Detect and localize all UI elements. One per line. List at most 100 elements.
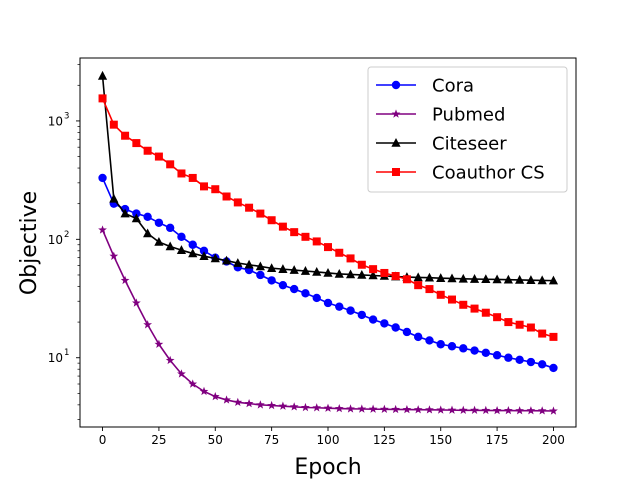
data-point-citeseer: [492, 274, 502, 284]
data-point-citeseer: [233, 258, 243, 267]
data-point-citeseer: [289, 265, 299, 274]
data-point-citeseer: [458, 273, 468, 283]
data-point-cora: [413, 332, 423, 342]
data-point-pubmed: [98, 225, 107, 234]
data-point-cora: [459, 344, 468, 353]
data-point-coauthor-cs: [538, 329, 547, 338]
data-point-coauthor-cs: [549, 332, 558, 341]
data-point-citeseer: [323, 267, 333, 277]
data-point-coauthor-cs: [121, 131, 130, 140]
data-point-pubmed: [131, 298, 141, 307]
legend-item-coauthor-cs: Coauthor CS: [376, 163, 545, 184]
data-point-cora: [481, 348, 491, 358]
legend-marker-coauthor-cs: [392, 168, 400, 176]
data-point-coauthor-cs: [324, 243, 332, 252]
data-point-cora: [515, 355, 524, 365]
data-point-coauthor-cs: [335, 248, 344, 257]
x-tick-label: 0: [99, 433, 107, 447]
data-point-pubmed: [391, 404, 401, 414]
data-point-cora: [504, 353, 513, 362]
data-point-pubmed: [154, 339, 164, 348]
data-point-citeseer: [447, 273, 457, 283]
data-point-coauthor-cs: [200, 182, 208, 191]
data-point-cora: [436, 340, 445, 349]
data-point-coauthor-cs: [346, 254, 355, 263]
data-point-pubmed: [492, 405, 502, 415]
data-point-coauthor-cs: [493, 313, 502, 322]
data-point-citeseer: [537, 275, 547, 285]
data-point-coauthor-cs: [481, 308, 490, 317]
data-point-coauthor-cs: [245, 203, 254, 212]
data-point-cora: [470, 346, 479, 355]
data-point-citeseer: [526, 275, 536, 284]
data-point-citeseer: [244, 259, 254, 269]
data-point-cora: [256, 270, 265, 280]
x-axis-ticks: 0 25 50 75 100 125 150 175 200: [99, 427, 565, 447]
data-point-pubmed: [289, 402, 299, 411]
data-point-pubmed: [312, 403, 322, 412]
data-point-pubmed: [222, 395, 231, 404]
data-point-coauthor-cs: [369, 265, 378, 274]
series-line-pubmed: [101, 229, 554, 412]
data-point-coauthor-cs: [290, 228, 299, 237]
data-point-pubmed: [458, 405, 468, 414]
data-point-citeseer: [120, 208, 130, 218]
data-point-cora: [447, 342, 457, 351]
data-point-citeseer: [188, 248, 198, 258]
legend: Cora Pubmed Citeseer Coauthor CS: [367, 66, 568, 193]
data-point-pubmed: [368, 404, 378, 413]
data-point-cora: [98, 173, 107, 183]
data-point-coauthor-cs: [391, 272, 400, 281]
data-point-cora: [154, 218, 164, 227]
data-point-pubmed: [188, 379, 198, 388]
legend-marker-cora: [391, 80, 401, 90]
data-point-pubmed: [379, 404, 389, 413]
series-layer: [97, 70, 559, 415]
data-point-coauthor-cs: [267, 216, 276, 225]
data-point-cora: [267, 276, 276, 285]
data-point-cora: [368, 315, 378, 324]
data-point-citeseer: [503, 274, 513, 284]
x-tick-label: 25: [151, 433, 166, 447]
data-point-citeseer: [357, 269, 367, 279]
data-point-citeseer: [165, 241, 175, 251]
data-point-pubmed: [402, 404, 412, 414]
legend-label-citeseer: Citeseer: [432, 134, 507, 155]
data-point-pubmed: [301, 402, 310, 412]
data-point-cora: [391, 323, 400, 332]
data-point-coauthor-cs: [470, 304, 479, 313]
data-point-citeseer: [424, 272, 435, 282]
legend-item-cora: Cora: [376, 76, 474, 97]
x-tick-label: 150: [429, 433, 452, 447]
data-point-pubmed: [267, 400, 277, 410]
data-point-pubmed: [447, 405, 457, 414]
data-point-pubmed: [413, 405, 423, 414]
data-point-citeseer: [199, 251, 209, 261]
data-point-coauthor-cs: [132, 139, 141, 148]
data-point-citeseer: [267, 263, 277, 273]
data-point-pubmed: [109, 251, 119, 260]
data-point-pubmed: [244, 398, 254, 408]
data-point-citeseer: [176, 245, 187, 254]
data-point-cora: [537, 360, 547, 369]
series-pubmed: [98, 225, 558, 415]
x-tick-label: 175: [486, 433, 509, 447]
data-point-coauthor-cs: [278, 222, 287, 231]
data-point-pubmed: [537, 406, 547, 415]
data-point-pubmed: [526, 406, 536, 415]
data-point-coauthor-cs: [504, 318, 513, 327]
data-point-pubmed: [233, 397, 243, 407]
legend-label-pubmed: Pubmed: [432, 105, 505, 126]
legend-frame: [367, 66, 568, 193]
y-axis-label: Objective: [17, 191, 42, 295]
x-tick-label: 75: [264, 433, 279, 447]
data-point-cora: [143, 212, 152, 221]
data-point-cora: [526, 357, 536, 367]
data-point-pubmed: [177, 369, 186, 378]
data-point-citeseer: [300, 266, 311, 275]
series-cora: [98, 173, 558, 373]
data-point-pubmed: [481, 405, 491, 415]
data-point-pubmed: [278, 401, 288, 410]
